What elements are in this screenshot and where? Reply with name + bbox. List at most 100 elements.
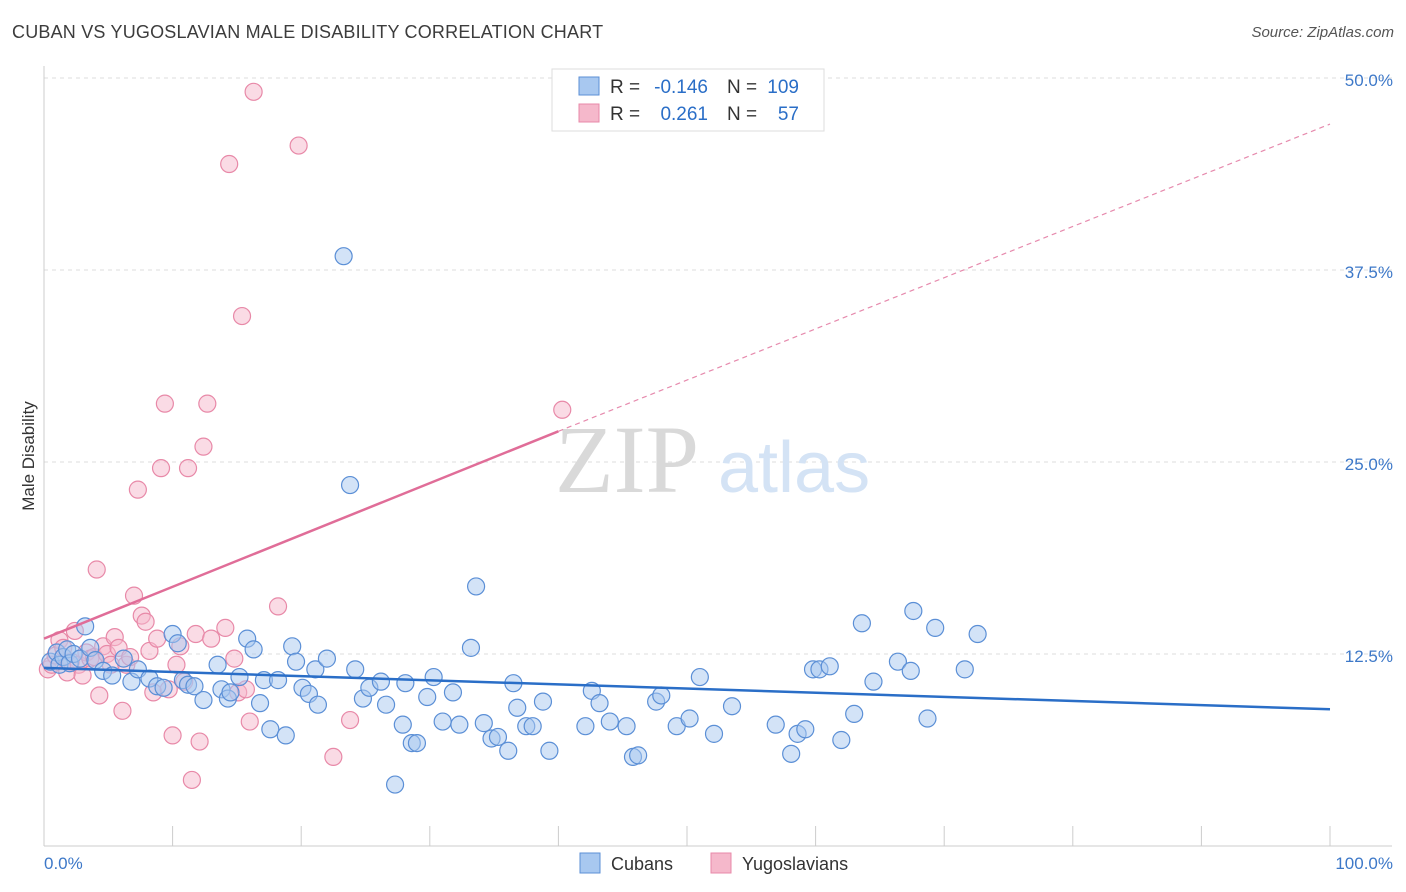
data-point [722, 697, 742, 716]
yugoslavians-points [38, 82, 572, 790]
data-point [393, 715, 412, 734]
data-point [208, 655, 227, 674]
cubans-r-label: R = [610, 77, 640, 98]
data-point [680, 709, 699, 728]
data-point [221, 683, 240, 702]
data-point [250, 694, 270, 713]
trend-lines [43, 123, 1331, 711]
series-legend: Cubans Yugoslavians [579, 852, 848, 874]
data-point [450, 715, 469, 734]
data-point [418, 687, 437, 707]
data-point [276, 726, 295, 745]
data-point [261, 720, 280, 739]
data-point [317, 649, 337, 668]
data-point [766, 715, 785, 734]
data-point [385, 775, 405, 794]
yugoslavians-n-label: N = [727, 104, 757, 125]
data-point [230, 667, 249, 687]
data-point [540, 741, 559, 760]
data-point [232, 306, 252, 326]
source-label: Source: ZipAtlas.com [1251, 24, 1394, 41]
data-point [533, 692, 553, 711]
data-point [690, 667, 709, 687]
data-point [87, 560, 106, 579]
data-point [283, 637, 302, 656]
axes [43, 66, 1392, 847]
data-point [461, 638, 481, 657]
data-point [244, 640, 263, 659]
data-point [904, 601, 923, 621]
data-point [151, 459, 171, 478]
data-point [148, 629, 167, 648]
data-point [286, 652, 306, 671]
data-point [268, 597, 288, 616]
watermark-atlas: atlas [718, 428, 870, 508]
data-point [178, 459, 198, 478]
data-point [155, 394, 174, 413]
data-point [955, 660, 974, 679]
data-point [306, 660, 325, 679]
x-tick-label: 0.0% [44, 854, 83, 873]
y-tick-label: 50.0% [1345, 71, 1393, 90]
data-point [652, 686, 671, 705]
data-point [182, 770, 201, 790]
data-point [244, 82, 263, 101]
data-point [424, 667, 443, 687]
data-point [553, 400, 572, 419]
data-point [845, 704, 864, 724]
grid-lines [44, 77, 1392, 655]
data-point [704, 724, 724, 743]
cubans-swatch [578, 76, 600, 96]
data-point [433, 712, 452, 731]
data-point [918, 709, 937, 728]
data-point [308, 695, 328, 714]
data-point [194, 437, 213, 456]
yugoslavians-n-value: 57 [778, 104, 799, 125]
data-point [202, 629, 221, 648]
data-point [488, 727, 508, 747]
cubans-n-label: N = [727, 77, 757, 98]
data-point [340, 710, 360, 730]
data-point [508, 698, 527, 717]
y-axis-label: Male Disability [19, 401, 38, 511]
x-tick-label: 100.0% [1335, 854, 1393, 873]
watermark: ZIP atlas [555, 406, 870, 513]
data-point [90, 686, 109, 705]
data-point [926, 618, 945, 637]
data-point [590, 694, 609, 713]
data-point [968, 624, 987, 644]
data-point [216, 618, 235, 637]
data-point [154, 678, 173, 697]
data-point [340, 475, 360, 495]
data-point [198, 394, 217, 413]
yugoslavians-r-value: 0.261 [660, 104, 708, 125]
data-point [782, 744, 801, 763]
data-point [864, 672, 883, 691]
data-point [225, 649, 244, 668]
legend-cubans-label: Cubans [611, 854, 673, 874]
data-point [832, 730, 851, 750]
y-tick-label: 25.0% [1345, 455, 1393, 474]
stats-legend: R = -0.146 N = 109 R = 0.261 N = 57 [551, 68, 825, 132]
data-point [443, 683, 463, 702]
data-point [371, 672, 391, 691]
yugoslavians-trend-line [43, 430, 559, 640]
cubans-r-value: -0.146 [654, 77, 708, 98]
data-point [168, 634, 187, 653]
cubans-points [41, 247, 987, 794]
data-point [289, 136, 308, 155]
y-tick-label: 12.5% [1345, 647, 1393, 666]
data-point [617, 717, 636, 736]
data-point [324, 747, 343, 767]
yugoslavians-r-label: R = [610, 104, 640, 125]
data-point [128, 480, 147, 499]
data-point [190, 732, 209, 751]
data-point [114, 649, 133, 668]
yugoslavians-swatch [578, 103, 600, 123]
data-point [396, 674, 415, 693]
legend-cubans-swatch [579, 852, 601, 874]
chart-title: CUBAN VS YUGOSLAVIAN MALE DISABILITY COR… [12, 22, 604, 42]
data-point [240, 712, 259, 731]
data-point [852, 614, 871, 633]
